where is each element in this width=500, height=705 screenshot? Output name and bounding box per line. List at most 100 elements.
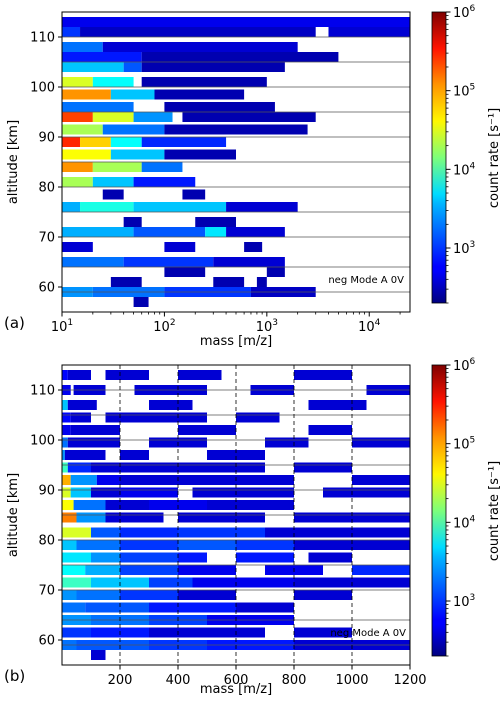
heatmap-cell [110,137,142,147]
heatmap-cell [91,462,149,473]
heatmap-cell [308,400,367,410]
x-tick-label: 103 [256,318,278,335]
heatmap-cell [256,277,267,287]
heatmap-cell [62,370,68,380]
x-tick-label: 200 [108,673,133,688]
heatmap-cell [141,77,267,87]
heatmap-cell [62,425,71,435]
heatmap-cell [133,227,206,237]
heatmap-cell [236,540,294,550]
colorbar-tick-label: 106 [453,357,476,374]
heatmap-cell [96,475,120,485]
heatmap-cell [141,52,339,62]
heatmap-cell [62,112,93,122]
heatmap-cell [308,552,352,563]
heatmap-cell [62,102,134,112]
heatmap-cell [102,189,124,200]
heatmap-cell [62,627,91,638]
heatmap-cell [123,257,214,267]
panel-b: 60 70 80 90 100 110 200 400 600 800 1000 1200 mass… [4,357,500,697]
heatmap-cell [178,540,236,550]
heatmap-cell [105,500,149,510]
x-tick-label: 1200 [393,673,426,688]
heatmap-cell [110,89,155,100]
heatmap-cell [91,650,106,660]
heatmap-cell [352,565,410,575]
heatmap-cell [164,149,236,160]
heatmap-cell [62,149,111,160]
heatmap-cell [265,527,352,538]
heatmap-cell [141,162,183,172]
heatmap-cell [178,565,236,575]
heatmap-cell [62,527,91,538]
colorbar-b: 103 104 105 106 count rate [s⁻¹] [431,357,500,657]
heatmap-cell [62,590,77,600]
heatmap-cell [178,590,236,600]
heatmap-cell [205,227,227,237]
heatmap-cell [178,527,265,538]
heatmap-cell [91,487,120,498]
heatmap-cell [120,565,178,575]
heatmap-cell [62,540,77,550]
heatmap-cell [67,437,120,448]
heatmap-cell [182,112,316,122]
heatmap-cell [105,512,164,523]
x-tick-label: 600 [224,673,249,688]
heatmap-cell [164,124,308,135]
heatmap-cell [164,267,206,277]
x-tick-label: 400 [166,673,191,688]
heatmap-cell [207,500,294,510]
heatmap-cell [62,450,65,460]
colorbar-ticks-b: 103 104 105 106 [446,357,476,657]
heatmap-cell [178,512,265,523]
heatmap-cell [62,89,111,100]
heatmap-cell [76,590,120,600]
heatmap-cell [323,487,410,498]
y-tick-label: 70 [38,231,55,246]
heatmap-cell [62,27,81,37]
x-tick-label: 102 [153,318,175,335]
y-axis-label-b: altitude [km] [6,473,21,557]
x-tick-label: 104 [358,318,381,335]
heatmap-cell [76,540,120,550]
heatmap-cell [120,527,178,538]
heatmap-cell [62,475,71,485]
heatmap-cell [123,217,142,227]
heatmap-cell [294,590,352,600]
heatmap-cell [294,540,410,550]
x-ticks-b: 200 400 600 800 1000 1200 [108,665,427,688]
heatmap-cell [62,137,81,147]
panel-label-a: (a) [4,314,25,332]
heatmap-cell [133,202,227,212]
heatmap-cell [141,62,285,72]
heatmap-cell [149,462,265,473]
heatmap-cell [62,552,91,563]
panel-a: 60 70 80 90 100 110 101 102 103 104 mass [m/z] a… [4,4,500,349]
heatmap-cell [62,162,93,172]
heatmap-cell [149,577,193,588]
heatmap-cell [70,412,91,423]
heatmap-cell [352,527,410,538]
heatmap-cell [70,475,97,485]
heatmap-cell [328,27,410,37]
heatmap-cell [73,500,106,510]
heatmap-cell [294,462,352,473]
y-tick-label: 70 [38,584,55,599]
heatmap-cell [149,400,193,410]
heatmap-cell [92,112,134,122]
heatmap-cell [67,400,97,410]
reference-lines-a [62,36,410,293]
heatmap-cell [80,27,316,37]
colorbar-label-a: count rate [s⁻¹] [487,108,500,208]
colorbar-tick-label: 104 [453,161,476,178]
colorbar-tick-label: 105 [453,436,475,453]
heatmap-cell [85,565,120,575]
heatmap-cell [62,52,142,62]
heatmap-cell [182,189,206,200]
x-tick-label: 101 [51,318,73,335]
heatmap-cell [133,177,196,187]
mode-annotation-a: neg Mode A 0V [328,275,404,286]
y-tick-label: 90 [38,131,55,146]
heatmap-cell [62,124,103,135]
heatmap-cell [123,62,142,72]
